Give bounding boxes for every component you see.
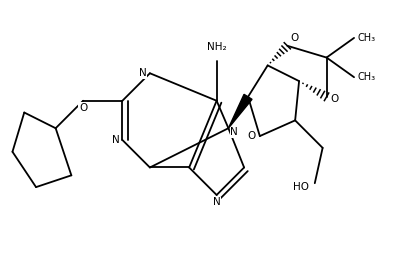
Text: O: O bbox=[331, 94, 339, 104]
Text: O: O bbox=[79, 103, 87, 113]
Text: O: O bbox=[248, 131, 256, 141]
Text: HO: HO bbox=[293, 182, 309, 192]
Polygon shape bbox=[229, 94, 252, 128]
Text: N: N bbox=[112, 135, 119, 145]
Text: N: N bbox=[139, 68, 147, 78]
Text: NH₂: NH₂ bbox=[207, 42, 227, 52]
Text: CH₃: CH₃ bbox=[358, 72, 376, 82]
Text: O: O bbox=[290, 33, 299, 43]
Text: N: N bbox=[230, 127, 238, 137]
Text: CH₃: CH₃ bbox=[358, 33, 376, 43]
Text: N: N bbox=[213, 197, 221, 207]
